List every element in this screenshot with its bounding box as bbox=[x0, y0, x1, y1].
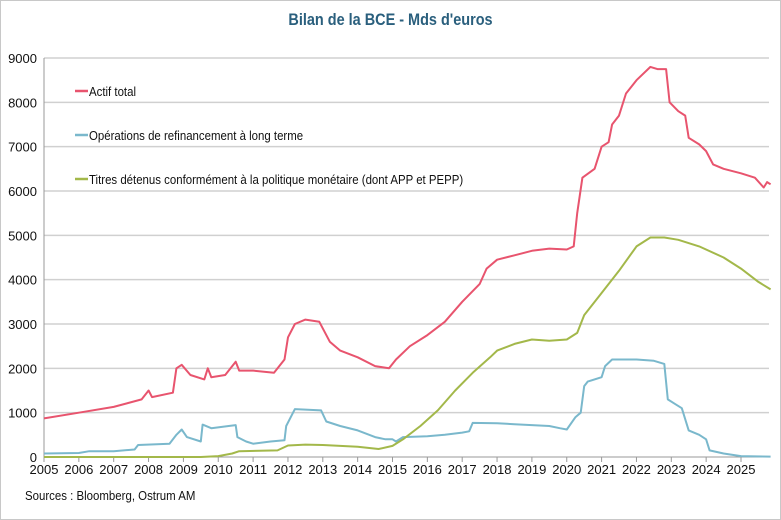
series-line-2 bbox=[43, 358, 771, 458]
y-tick-label: 0 bbox=[30, 450, 37, 465]
series-line-3 bbox=[44, 236, 772, 458]
series-line-1 bbox=[43, 65, 772, 420]
y-tick-label: 5000 bbox=[8, 228, 37, 243]
x-tick-label: 2010 bbox=[204, 462, 233, 477]
y-tick-label: 6000 bbox=[8, 184, 37, 199]
x-tick-label: 2025 bbox=[727, 462, 756, 477]
y-tick-label: 4000 bbox=[8, 273, 37, 288]
x-tick-label: 2022 bbox=[622, 462, 651, 477]
x-tick-label: 2006 bbox=[64, 462, 93, 477]
x-tick-label: 2005 bbox=[30, 462, 59, 477]
x-tick-label: 2024 bbox=[692, 462, 721, 477]
x-tick-label: 2018 bbox=[483, 462, 512, 477]
x-tick-label: 2012 bbox=[273, 462, 302, 477]
x-tick-label: 2007 bbox=[99, 462, 128, 477]
x-tick-label: 2016 bbox=[413, 462, 442, 477]
y-tick-label: 2000 bbox=[8, 361, 37, 376]
x-tick-label: 2014 bbox=[343, 462, 372, 477]
x-tick-label: 2020 bbox=[552, 462, 581, 477]
x-tick-label: 2013 bbox=[308, 462, 337, 477]
legend-label: Titres détenus conformément à la politiq… bbox=[89, 172, 463, 187]
x-tick-label: 2011 bbox=[239, 462, 267, 477]
legend-label: Actif total bbox=[89, 84, 136, 99]
y-tick-label: 1000 bbox=[8, 406, 37, 421]
source-note: Sources : Bloomberg, Ostrum AM bbox=[25, 488, 196, 503]
x-tick-label: 2008 bbox=[134, 462, 163, 477]
y-tick-label: 7000 bbox=[8, 140, 37, 155]
x-tick-label: 2021 bbox=[587, 462, 616, 477]
y-tick-label: 8000 bbox=[8, 95, 37, 110]
x-tick-label: 2023 bbox=[657, 462, 686, 477]
y-tick-label: 3000 bbox=[8, 317, 37, 332]
legend-label: Opérations de refinancement à long terme bbox=[89, 128, 303, 143]
y-tick-label: 9000 bbox=[8, 51, 37, 66]
x-tick-label: 2019 bbox=[517, 462, 546, 477]
x-tick-label: 2017 bbox=[448, 462, 477, 477]
x-tick-label: 2015 bbox=[378, 462, 407, 477]
chart-title: Bilan de la BCE - Mds d'euros bbox=[288, 10, 493, 29]
x-tick-label: 2009 bbox=[169, 462, 198, 477]
